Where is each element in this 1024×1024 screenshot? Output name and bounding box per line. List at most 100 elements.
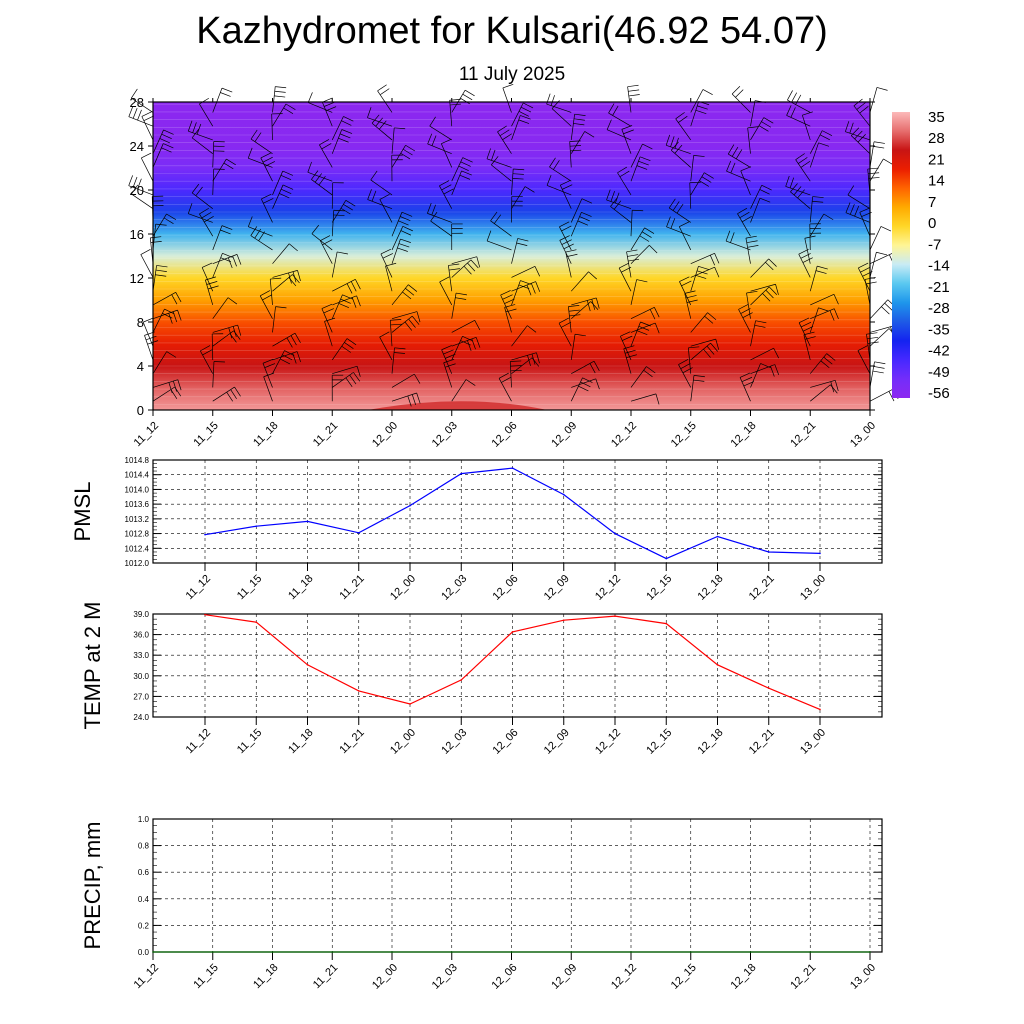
wind-barb bbox=[307, 92, 333, 113]
wind-barb bbox=[630, 322, 660, 334]
wind-barb bbox=[810, 308, 839, 321]
x-tick-label: 12_00 bbox=[388, 727, 418, 757]
wind-barb bbox=[331, 338, 357, 361]
y-tick-label: 16 bbox=[130, 227, 144, 242]
wind-barb bbox=[199, 345, 214, 374]
y-tick-label: 36.0 bbox=[133, 631, 149, 640]
x-tick-label: 12_15 bbox=[644, 573, 674, 603]
wind-barb bbox=[511, 102, 534, 127]
wind-barb bbox=[620, 331, 633, 361]
wind-barb bbox=[331, 199, 356, 223]
wind-barb bbox=[725, 230, 751, 251]
wind-barb bbox=[187, 120, 213, 141]
x-tick-label: 12_06 bbox=[491, 727, 521, 757]
colorbar-label: 35 bbox=[928, 109, 945, 126]
wind-barb bbox=[212, 168, 225, 195]
wind-barb bbox=[571, 360, 600, 375]
y-tick-label: 4 bbox=[137, 359, 144, 374]
data-point bbox=[689, 951, 692, 953]
colorbar: 35 28 21 14 7 0 -7 -14 -21 -28 -35 -42 -49 -56 bbox=[892, 109, 950, 402]
wind-barb bbox=[272, 170, 294, 196]
x-tick-label: 12_21 bbox=[747, 573, 777, 603]
colorbar-label: 0 bbox=[928, 215, 936, 232]
data-point bbox=[306, 664, 309, 666]
wind-barb bbox=[140, 249, 154, 278]
wind-barb bbox=[737, 207, 752, 237]
y-tick-label: 0.0 bbox=[138, 948, 150, 957]
wind-barb bbox=[802, 111, 813, 141]
y-tick-label: 1013.2 bbox=[125, 515, 150, 524]
wind-barb bbox=[332, 295, 361, 308]
wind-barb bbox=[199, 97, 214, 127]
wind-barb bbox=[750, 320, 767, 347]
data-point bbox=[211, 951, 214, 953]
wind-barb bbox=[690, 266, 720, 278]
wind-barb bbox=[668, 198, 691, 223]
x-tick-label: 12_06 bbox=[490, 420, 520, 450]
wind-barb bbox=[745, 235, 759, 264]
wind-barb bbox=[726, 160, 751, 182]
wind-barb bbox=[391, 311, 421, 323]
colorbar-label: -49 bbox=[928, 364, 950, 381]
wind-barb bbox=[571, 378, 600, 390]
wind-barb bbox=[272, 86, 287, 113]
plot-frame bbox=[152, 613, 883, 718]
wind-barb bbox=[570, 377, 593, 402]
wind-barb bbox=[750, 184, 772, 209]
wind-barb bbox=[439, 276, 453, 306]
wind-barb bbox=[570, 333, 586, 361]
wind-barb bbox=[630, 279, 648, 306]
data-point bbox=[357, 690, 360, 692]
wind-barb bbox=[559, 235, 574, 264]
wind-barb bbox=[809, 353, 836, 374]
x-tick-label: 11_15 bbox=[235, 573, 265, 603]
wind-barb bbox=[212, 141, 225, 168]
wind-barb bbox=[443, 358, 456, 388]
wind-barb bbox=[687, 346, 700, 374]
colorbar-label: 14 bbox=[928, 173, 945, 190]
wind-barb bbox=[690, 342, 718, 361]
y-tick-label: 1.0 bbox=[138, 815, 150, 824]
x-tick-label: 12_12 bbox=[593, 573, 623, 603]
data-point bbox=[409, 703, 411, 705]
wind-barb bbox=[263, 372, 275, 402]
wind-barb bbox=[810, 293, 839, 306]
x-tick-label: 12_15 bbox=[669, 420, 699, 450]
y-tick-label: 24 bbox=[130, 139, 144, 154]
wind-barb bbox=[140, 152, 154, 182]
wind-barb bbox=[379, 194, 393, 223]
wind-barb bbox=[429, 116, 452, 141]
wind-barb bbox=[546, 175, 572, 196]
wind-barb bbox=[152, 292, 182, 306]
wind-barb bbox=[272, 103, 296, 127]
wind-barb bbox=[247, 147, 273, 168]
wind-barb bbox=[152, 379, 182, 394]
wind-barb bbox=[511, 115, 531, 141]
wind-barb bbox=[385, 262, 397, 292]
wind-barb bbox=[331, 374, 344, 402]
y-tick-label: 30.0 bbox=[133, 672, 149, 681]
wind-barb bbox=[786, 105, 811, 127]
wind-barb bbox=[332, 372, 361, 388]
wind-barb bbox=[391, 211, 413, 237]
wind-barb bbox=[391, 144, 416, 168]
wind-barb bbox=[690, 312, 717, 333]
wind-barb bbox=[630, 244, 658, 264]
wind-barb bbox=[142, 317, 154, 347]
wind-barb bbox=[869, 158, 893, 182]
wind-barb bbox=[212, 297, 238, 319]
wind-barb bbox=[451, 292, 467, 319]
temperature-field bbox=[153, 102, 870, 410]
wind-barb bbox=[391, 225, 413, 251]
y-tick-label: 0 bbox=[137, 403, 144, 418]
wind-barb bbox=[272, 270, 301, 284]
wind-barb bbox=[272, 184, 294, 209]
wind-barb bbox=[511, 352, 540, 366]
wind-barb bbox=[247, 216, 273, 237]
x-tick-label: 12_03 bbox=[439, 573, 469, 603]
x-tick-label: 11_12 bbox=[184, 727, 214, 757]
wind-barb bbox=[845, 121, 871, 141]
y-tick-label: 1014.0 bbox=[125, 485, 150, 494]
wind-barb bbox=[430, 211, 452, 237]
wind-barb bbox=[869, 226, 892, 251]
